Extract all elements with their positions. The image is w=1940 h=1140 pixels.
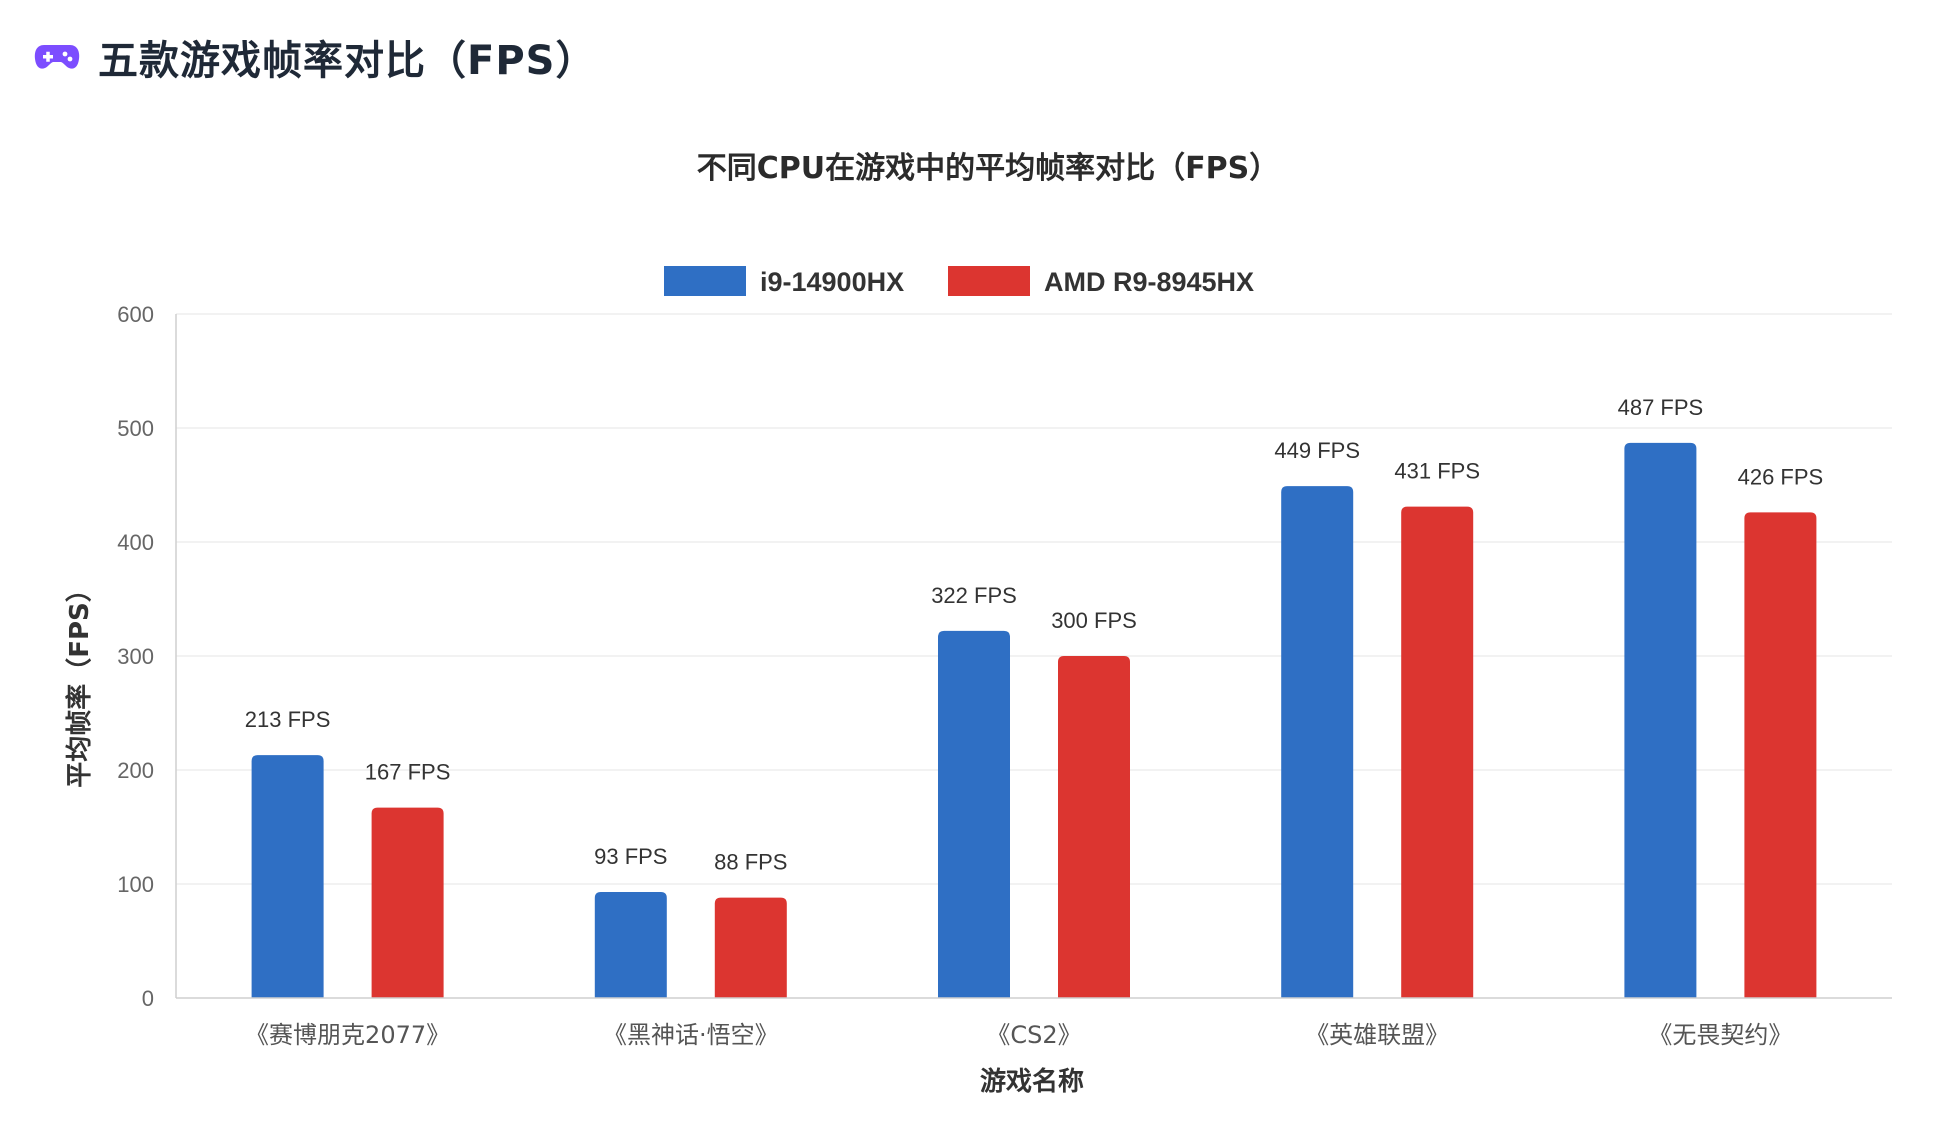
y-tick-label: 500: [117, 416, 154, 441]
data-label: 167 FPS: [365, 760, 451, 785]
x-tick-label: 《黑神话·悟空》: [603, 1021, 779, 1049]
bar: [594, 891, 667, 998]
data-label: 300 FPS: [1051, 608, 1137, 633]
bar: [1624, 442, 1697, 998]
bar: [1058, 656, 1130, 998]
bar: [1401, 506, 1474, 998]
y-tick-label: 400: [117, 530, 154, 555]
y-axis-title: 平均帧率（FPS）: [64, 576, 95, 788]
legend-swatch: [948, 266, 1030, 296]
legend: i9-14900HX AMD R9-8945HX: [664, 266, 1254, 297]
data-label: 88 FPS: [714, 850, 787, 875]
data-label: 213 FPS: [245, 707, 331, 732]
data-label: 431 FPS: [1394, 459, 1480, 484]
page-title: 五款游戏帧率对比（FPS）: [98, 38, 597, 84]
chart-title: 不同CPU在游戏中的平均帧率对比（FPS）: [697, 151, 1279, 186]
legend-label: AMD R9-8945HX: [1044, 267, 1254, 297]
page-header: 五款游戏帧率对比（FPS）: [34, 28, 596, 86]
data-labels: 213 FPS 167 FPS 93 FPS 88 FPS 322 FPS 300 FPS…: [245, 395, 1823, 875]
bars: [251, 442, 1817, 998]
x-tick-label: 《赛博朋克2077》: [245, 1021, 450, 1049]
data-label: 93 FPS: [594, 844, 667, 869]
y-tick-label: 100: [117, 872, 154, 897]
axes: 0 100 200 300 400 500 600 《赛博朋克2077》 《黑神话·悟空》 《CS…: [117, 302, 1892, 1049]
y-tick-label: 300: [117, 644, 154, 669]
gridlines: [176, 313, 1892, 885]
legend-label: i9-14900HX: [760, 267, 904, 297]
x-tick-label: 《无畏契约》: [1648, 1021, 1792, 1049]
bar: [1744, 512, 1817, 998]
gamepad-icon: [34, 43, 80, 71]
x-tick-label: 《CS2》: [986, 1021, 1081, 1049]
data-label: 322 FPS: [931, 583, 1017, 608]
bar: [251, 755, 324, 998]
data-label: 449 FPS: [1274, 438, 1360, 463]
data-label: 487 FPS: [1618, 395, 1704, 420]
bar: [938, 630, 1010, 998]
bar: [714, 897, 787, 998]
y-tick-label: 200: [117, 758, 154, 783]
y-tick-label: 0: [142, 986, 154, 1011]
x-axis-title: 游戏名称: [980, 1066, 1084, 1097]
legend-swatch: [664, 266, 746, 296]
bar: [371, 807, 444, 998]
y-tick-label: 600: [117, 302, 154, 327]
data-label: 426 FPS: [1738, 464, 1824, 489]
bar: [1281, 486, 1354, 998]
x-tick-label: 《英雄联盟》: [1305, 1021, 1449, 1049]
